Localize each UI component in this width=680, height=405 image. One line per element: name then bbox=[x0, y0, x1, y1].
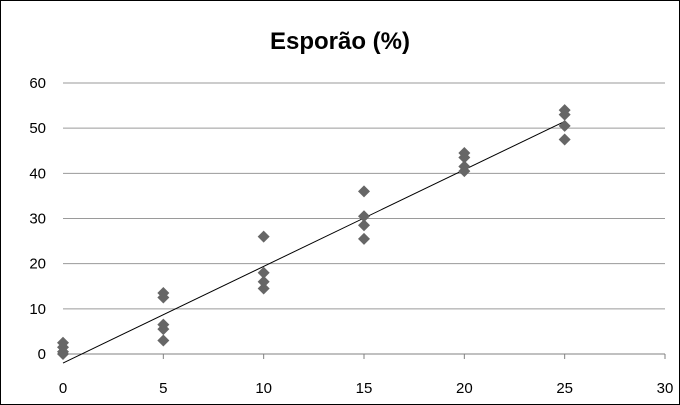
data-point-6 bbox=[157, 318, 170, 331]
x-tick-label-10: 10 bbox=[255, 380, 272, 397]
x-tick-label-20: 20 bbox=[456, 380, 473, 397]
x-tick-label-5: 5 bbox=[159, 380, 167, 397]
data-point-24 bbox=[558, 104, 571, 117]
y-tick-label-30: 30 bbox=[29, 211, 46, 228]
data-point-12 bbox=[257, 230, 270, 243]
x-tick-label-15: 15 bbox=[356, 380, 373, 397]
data-point-20 bbox=[458, 147, 471, 160]
chart-title: Esporão (%) bbox=[269, 28, 410, 55]
data-point-10 bbox=[257, 275, 270, 288]
y-tick-label-20: 20 bbox=[29, 256, 46, 273]
data-point-22 bbox=[558, 119, 571, 132]
data-point-3 bbox=[57, 336, 69, 349]
data-point-8 bbox=[157, 287, 170, 300]
data-point-21 bbox=[558, 133, 571, 146]
data-point-16 bbox=[358, 185, 370, 198]
y-tick-label-10: 10 bbox=[29, 301, 46, 318]
data-point-13 bbox=[358, 232, 370, 245]
data-point-18 bbox=[458, 160, 471, 173]
data-point-9 bbox=[257, 282, 270, 295]
x-tick-label-0: 0 bbox=[59, 380, 67, 397]
x-tick-label-25: 25 bbox=[556, 380, 573, 397]
y-tick-label-60: 60 bbox=[29, 75, 46, 92]
y-tick-label-40: 40 bbox=[29, 165, 46, 182]
y-tick-label-50: 50 bbox=[29, 120, 46, 137]
y-tick-label-0: 0 bbox=[38, 346, 46, 363]
data-point-11 bbox=[257, 266, 270, 279]
x-tick-label-30: 30 bbox=[657, 380, 674, 397]
trendline bbox=[62, 120, 565, 364]
data-point-14 bbox=[358, 219, 370, 232]
data-point-15 bbox=[358, 210, 370, 223]
data-point-4 bbox=[157, 334, 170, 347]
